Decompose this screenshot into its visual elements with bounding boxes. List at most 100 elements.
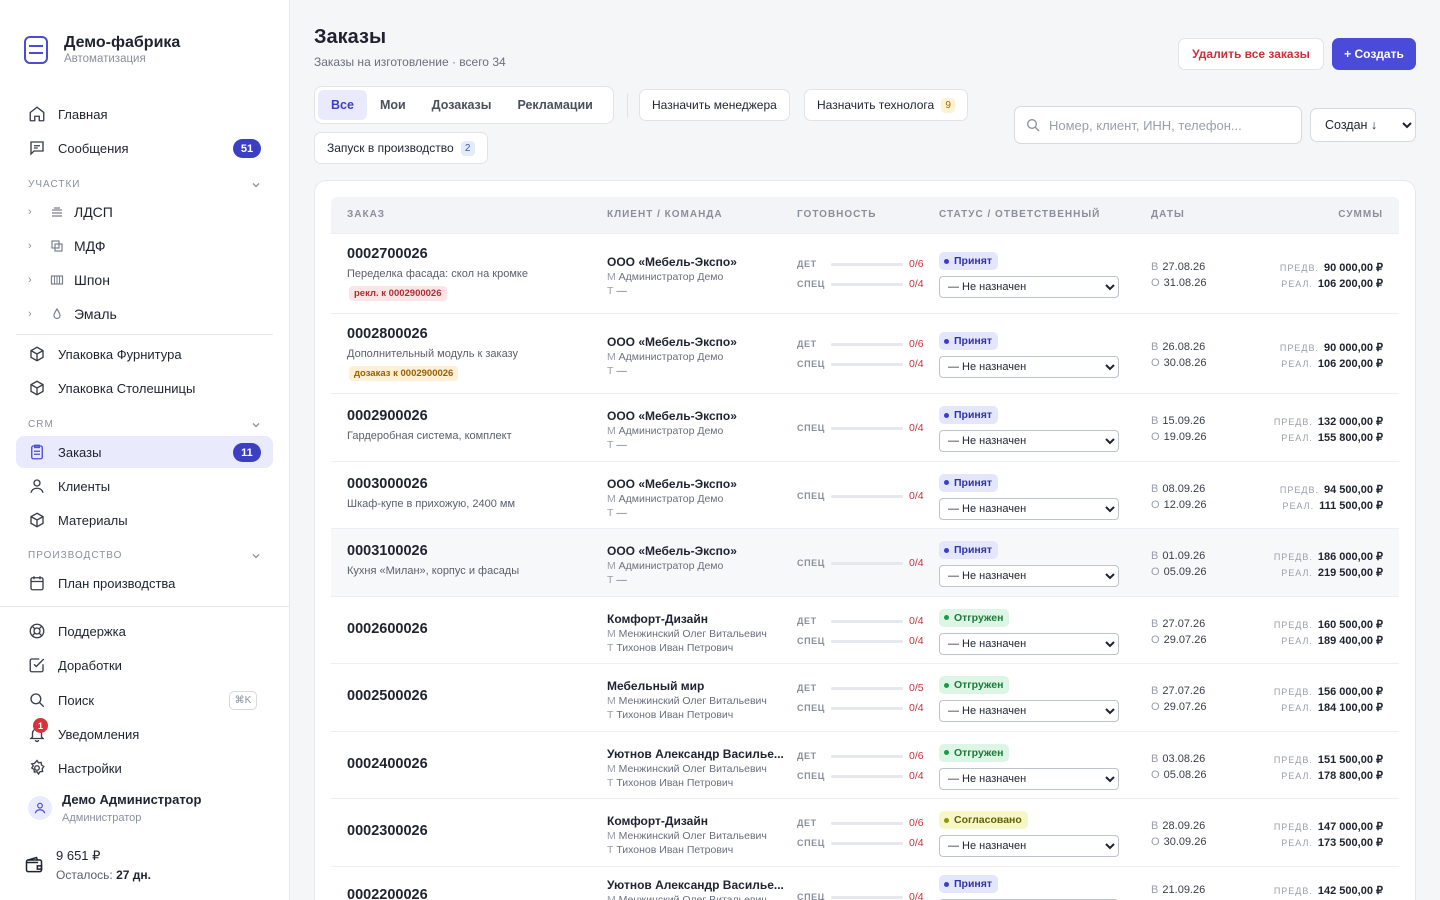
nav-improvements[interactable]: Доработки [16,649,273,681]
status-badge[interactable]: Принят [939,473,999,492]
status-badge[interactable]: Отгружен [939,608,1010,627]
tab-claims[interactable]: Рекламации [517,98,593,112]
nav-messages[interactable]: Сообщения 51 [16,132,273,164]
veneer-icon [50,275,64,285]
chevron-down-icon[interactable] [250,419,262,431]
nav-orders[interactable]: Заказы 11 [16,436,273,468]
sort-select[interactable]: Создан ↓ [1310,108,1416,142]
client-name[interactable]: Комфорт-Дизайн [607,814,708,828]
technologist-prefix: Т [607,776,614,789]
nav-section-ldsp[interactable]: › ЛДСП [28,197,273,227]
assign-technologist-button[interactable]: Назначить технолога 9 [804,89,969,121]
search-box[interactable] [1014,106,1302,144]
table-row[interactable]: 0002800026 Дополнительный модуль к заказу… [331,313,1399,393]
nav-support[interactable]: Поддержка [16,615,273,647]
responsible-select[interactable]: — Не назначен [939,700,1119,722]
table-row[interactable]: 0002200026 Уютнов Александр Василье... М М… [331,866,1399,900]
delete-all-orders-button[interactable]: Удалить все заказы [1178,38,1324,70]
tab-all[interactable]: Все [318,90,367,120]
status-badge[interactable]: Отгружен [939,743,1010,762]
chevron-down-icon[interactable] [250,550,262,562]
nav-settings[interactable]: Настройки [16,752,273,784]
table-row[interactable]: 0002700026 Переделка фасада: скол на кром… [331,233,1399,313]
parts-progress-bar [831,687,903,690]
order-number[interactable]: 0002500026 [347,688,428,704]
launch-production-button[interactable]: Запуск в производство 2 [314,132,488,164]
client-name[interactable]: Уютнов Александр Василье... [607,878,784,892]
responsible-select[interactable]: — Не назначен [939,356,1119,378]
chevron-down-icon[interactable] [250,179,262,191]
nav-section-mdf[interactable]: › МДФ [28,231,273,261]
nav-pack-fittings[interactable]: Упаковка Фурнитура [16,338,273,370]
order-number[interactable]: 0002800026 [347,326,428,342]
order-link-tag[interactable]: дозаказ к 0002900026 [349,366,459,381]
status-badge[interactable]: Принят [939,406,999,424]
order-number[interactable]: 0002600026 [347,620,428,637]
nav-notifications[interactable]: 1 Уведомления [16,718,273,750]
nav-production-plan[interactable]: План производства [16,567,273,599]
nav-home[interactable]: Главная [16,98,273,130]
status-badge[interactable]: Согласовано [939,811,1028,829]
status-badge[interactable]: Принят [939,875,999,893]
responsible-select[interactable]: — Не назначен [939,276,1119,298]
manager-prefix: М [607,762,616,775]
responsible-select[interactable]: — Не назначен [939,632,1119,655]
client-name[interactable]: Мебельный мир [607,679,705,693]
nav-search[interactable]: Поиск ⌘K [16,684,273,716]
column-header-order[interactable]: ЗАКАЗ [347,209,386,220]
status-badge[interactable]: Принят [939,252,999,270]
client-name[interactable]: ООО «Мебель-Экспо» [607,409,737,423]
client-name[interactable]: ООО «Мебель-Экспо» [607,255,737,269]
sum-actual-label: РЕАЛ. [1281,770,1313,781]
order-number[interactable]: 0002700026 [347,246,428,262]
client-name[interactable]: Уютнов Александр Василье... [607,746,784,761]
table-row[interactable]: 0002300026 Комфорт-Дизайн М Менжинский Оле… [331,798,1399,866]
responsible-select[interactable]: — Не назначен [939,767,1119,790]
assign-manager-button[interactable]: Назначить менеджера [639,89,790,121]
order-number[interactable]: 0002300026 [347,823,428,839]
search-input[interactable] [1049,117,1289,133]
table-row[interactable]: 0002400026 Уютнов Александр Василье... М М… [331,731,1399,798]
tab-reorders[interactable]: Дозаказы [431,98,492,112]
table-row[interactable]: 0003100026 Кухня «Милан», корпус и фасады… [331,528,1399,596]
nav-materials[interactable]: Материалы [16,504,273,536]
client-name[interactable]: Комфорт-Дизайн [607,611,708,626]
responsible-select[interactable]: — Не назначен [939,430,1119,452]
spec-progress-value: 0/4 [909,837,924,849]
order-link-tag[interactable]: рекл. к 0002900026 [349,286,447,301]
order-number[interactable]: 0003000026 [347,475,428,492]
nav-pack-tops[interactable]: Упаковка Столешницы [16,372,273,404]
manager-value: Менжинский Олег Витальевич [618,627,767,640]
status-badge[interactable]: Принят [939,332,999,350]
tab-mine[interactable]: Мои [379,98,406,112]
nav-section-enamel[interactable]: › Эмаль [28,299,273,329]
responsible-select[interactable]: — Не назначен [939,835,1119,857]
column-header-readiness[interactable]: ГОТОВНОСТЬ [797,209,877,220]
user-profile[interactable]: Демо Администратор Администратор [28,792,201,824]
column-header-client[interactable]: КЛИЕНТ / КОМАНДА [607,209,723,220]
client-name[interactable]: ООО «Мебель-Экспо» [607,476,737,491]
nav-settings-label: Настройки [58,760,122,776]
column-header-dates[interactable]: ДАТЫ [1151,209,1185,220]
client-name[interactable]: ООО «Мебель-Экспо» [607,544,737,558]
table-row[interactable]: 0002500026 Мебельный мир М Менжинский Олег… [331,663,1399,731]
table-row[interactable]: 0003000026 Шкаф-купе в прихожую, 2400 мм О… [331,461,1399,528]
order-number[interactable]: 0002400026 [347,755,428,772]
responsible-select[interactable]: — Не назначен [939,497,1119,520]
order-number[interactable]: 0003100026 [347,543,428,559]
status-badge[interactable]: Отгружен [939,676,1010,694]
table-row[interactable]: 0002600026 Комфорт-Дизайн М Менжинский Оле… [331,596,1399,663]
column-header-status[interactable]: СТАТУС / ОТВЕТСТВЕННЫЙ [939,209,1101,220]
table-row[interactable]: 0002900026 Гардеробная система, комплект О… [331,393,1399,461]
wallet[interactable]: 9 651 ₽ Осталось: 27 дн. [24,848,151,882]
order-number[interactable]: 0002200026 [347,887,428,900]
column-header-sums[interactable]: СУММЫ [1338,209,1383,220]
nav-section-veneer[interactable]: › Шпон [28,265,273,295]
client-name[interactable]: ООО «Мебель-Экспо» [607,335,737,349]
nav-clients[interactable]: Клиенты [16,470,273,502]
order-number[interactable]: 0002900026 [347,408,428,424]
create-order-button[interactable]: + Создать [1332,38,1416,70]
brand[interactable]: Демо-фабрика Автоматизация [24,34,180,65]
responsible-select[interactable]: — Не назначен [939,565,1119,587]
status-badge[interactable]: Принят [939,541,999,559]
